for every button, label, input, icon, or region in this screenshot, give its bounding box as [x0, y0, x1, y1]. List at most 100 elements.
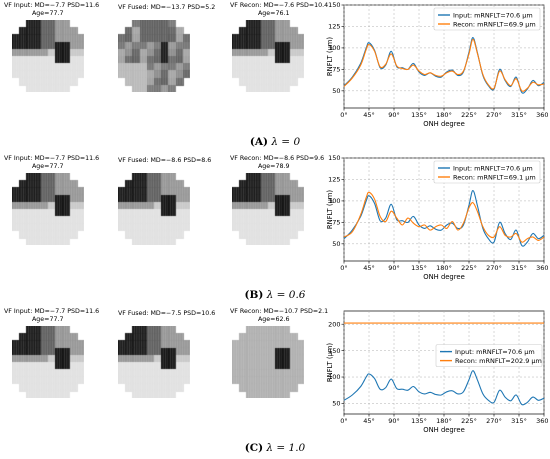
rnflt-chart: 0° 45° 90° 135° 180° 225° 270° 315° 360° 50 75 100 1… — [326, 154, 548, 281]
x-tick-label: 315° — [511, 264, 527, 272]
x-axis-label: ONH degree — [423, 273, 465, 281]
series-line-recon — [343, 38, 545, 92]
y-axis-label: RNFLT (μm) — [326, 37, 334, 76]
legend-entry: Recon: mRNFLT=202.9 μm — [455, 357, 542, 365]
x-tick-label: 90° — [388, 111, 400, 119]
vf-input-age: Age=77.7 — [32, 315, 64, 323]
y-axis-label: RNFLT (μm) — [326, 343, 334, 382]
x-tick-label: 90° — [388, 264, 400, 272]
x-tick-label: 270° — [486, 111, 502, 119]
y-tick-label: 150 — [328, 347, 340, 355]
caption-lambda: λ = 1.0 — [266, 442, 306, 454]
x-tick-label: 45° — [363, 264, 375, 272]
vf-recon-age: Age=78.9 — [258, 162, 290, 170]
x-tick-label: 270° — [486, 417, 502, 425]
y-tick-label: 125 — [328, 176, 340, 184]
rnflt-chart: 0° 45° 90° 135° 180° 225° 270° 315° 360° 50 75 100 1… — [326, 1, 548, 128]
x-tick-label: 0° — [340, 111, 347, 119]
legend-entry: Recon: mRNFLT=69.9 μm — [453, 20, 536, 28]
x-tick-label: 270° — [486, 264, 502, 272]
x-axis-label: ONH degree — [423, 426, 465, 434]
y-tick-label: 200 — [328, 320, 340, 328]
vf-input-stats: VF Input: MD=−7.7 PSD=11.6 — [4, 308, 100, 315]
y-tick-label: 150 — [328, 154, 340, 162]
panel-c: VF Input: MD=−7.7 PSD=11.6 Age=77.7 VF F… — [0, 306, 550, 459]
caption-lambda: λ = 0 — [271, 136, 301, 148]
y-axis-label: RNFLT (μm) — [326, 190, 334, 229]
legend-box — [433, 160, 541, 184]
vf-recon-map — [232, 20, 304, 92]
vf-recon-age: Age=76.1 — [258, 9, 290, 17]
y-tick-label: 125 — [328, 23, 340, 31]
series-line-input — [343, 37, 545, 94]
vf-recon-map — [232, 173, 304, 245]
x-tick-label: 90° — [388, 417, 400, 425]
legend-box — [433, 7, 541, 31]
vf-fused-stats: VF Fused: MD=−8.6 PSD=8.6 — [118, 157, 212, 164]
x-tick-label: 45° — [363, 111, 375, 119]
vf-recon-title: VF Recon: MD=−7.6 PSD=10.4 Age=76.1 — [230, 2, 328, 17]
x-tick-label: 180° — [436, 111, 452, 119]
x-tick-label: 360° — [536, 417, 548, 425]
x-tick-label: 225° — [461, 111, 477, 119]
vf-recon-stats: VF Recon: MD=−7.6 PSD=10.4 — [230, 2, 329, 9]
vf-input-map — [12, 173, 84, 245]
caption: (A) λ = 0 — [0, 136, 550, 148]
vf-fused-title: VF Fused: MD=−7.5 PSD=10.6 — [118, 310, 215, 318]
y-tick-label: 100 — [328, 44, 340, 52]
caption-label: (A) — [249, 136, 268, 148]
vf-recon-title: VF Recon: MD=−10.7 PSD=2.1 Age=62.6 — [230, 308, 328, 323]
vf-recon-title: VF Recon: MD=−8.6 PSD=9.6 Age=78.9 — [230, 155, 324, 170]
series-line-recon — [343, 191, 545, 243]
x-tick-label: 180° — [436, 264, 452, 272]
vf-recon-map — [232, 326, 304, 398]
x-tick-label: 135° — [411, 264, 427, 272]
x-tick-label: 225° — [461, 417, 477, 425]
vf-input-age: Age=77.7 — [32, 162, 64, 170]
caption-label: (B) — [244, 289, 264, 301]
vf-recon-stats: VF Recon: MD=−8.6 PSD=9.6 — [230, 155, 325, 162]
x-tick-label: 315° — [511, 417, 527, 425]
legend-entry: Recon: mRNFLT=69.1 μm — [453, 173, 536, 181]
vf-recon-stats: VF Recon: MD=−10.7 PSD=2.1 — [230, 308, 329, 315]
legend-box — [435, 344, 543, 367]
x-tick-label: 225° — [461, 264, 477, 272]
vf-input-map — [12, 20, 84, 92]
x-axis-label: ONH degree — [423, 120, 465, 128]
x-tick-label: 135° — [411, 111, 427, 119]
y-tick-label: 50 — [332, 87, 340, 95]
y-tick-label: 75 — [332, 219, 340, 227]
vf-fused-stats: VF Fused: MD=−7.5 PSD=10.6 — [118, 310, 216, 317]
vf-recon-age: Age=62.6 — [258, 315, 290, 323]
rnflt-chart: 0° 45° 90° 135° 180° 225° 270° 315° 360° 50 100 150… — [326, 310, 548, 434]
caption: (C) λ = 1.0 — [0, 442, 550, 454]
y-tick-label: 50 — [332, 240, 340, 248]
x-tick-label: 45° — [363, 417, 375, 425]
x-tick-label: 0° — [340, 417, 347, 425]
series-line-input — [343, 190, 545, 247]
vf-fused-title: VF Fused: MD=−13.7 PSD=5.2 — [118, 4, 215, 12]
legend-entry: Input: mRNFLT=70.6 μm — [453, 11, 533, 19]
panel-a: VF Input: MD=−7.7 PSD=11.6 Age=77.7 VF F… — [0, 0, 550, 153]
caption-label: (C) — [244, 442, 264, 454]
vf-input-stats: VF Input: MD=−7.7 PSD=11.6 — [4, 155, 100, 162]
vf-input-stats: VF Input: MD=−7.7 PSD=11.6 — [4, 2, 100, 9]
vf-fused-map — [118, 173, 190, 245]
vf-fused-stats: VF Fused: MD=−13.7 PSD=5.2 — [118, 4, 216, 11]
x-tick-label: 315° — [511, 111, 527, 119]
vf-fused-title: VF Fused: MD=−8.6 PSD=8.6 — [118, 157, 211, 165]
y-tick-label: 150 — [328, 1, 340, 9]
y-tick-label: 50 — [332, 400, 340, 408]
vf-fused-map — [118, 20, 190, 92]
caption: (B) λ = 0.6 — [0, 289, 550, 301]
legend-entry: Input: mRNFLT=70.6 μm — [455, 348, 535, 356]
vf-input-title: VF Input: MD=−7.7 PSD=11.6 Age=77.7 — [4, 2, 99, 17]
vf-input-age: Age=77.7 — [32, 9, 64, 17]
y-tick-label: 75 — [332, 66, 340, 74]
caption-lambda: λ = 0.6 — [266, 289, 306, 301]
x-tick-label: 180° — [436, 417, 452, 425]
vf-input-map — [12, 326, 84, 398]
vf-input-title: VF Input: MD=−7.7 PSD=11.6 Age=77.7 — [4, 155, 99, 170]
x-tick-label: 360° — [536, 111, 548, 119]
x-tick-label: 0° — [340, 264, 347, 272]
